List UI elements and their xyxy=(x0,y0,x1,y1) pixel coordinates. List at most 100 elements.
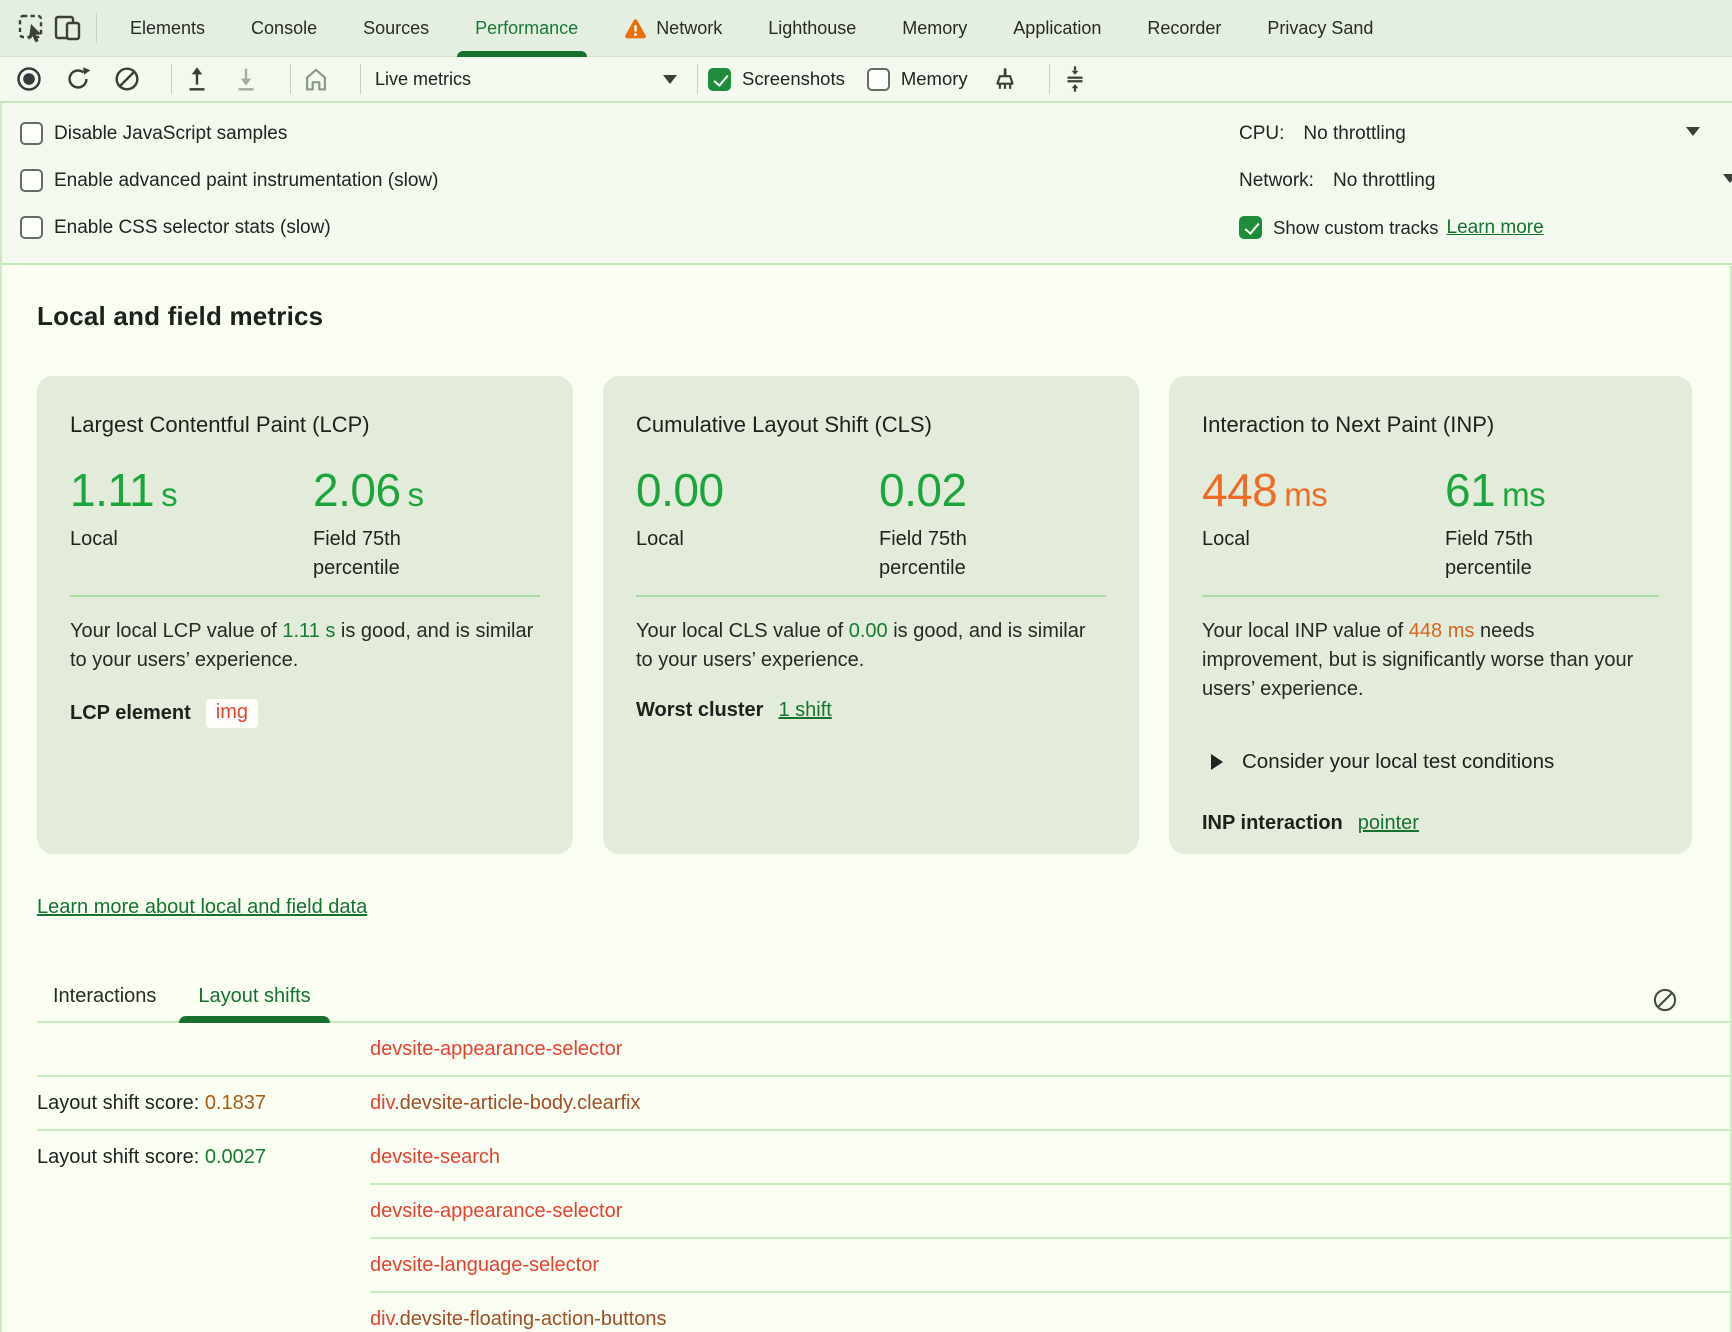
screenshots-checkbox[interactable] xyxy=(708,67,731,91)
device-toolbar-icon[interactable] xyxy=(50,10,86,46)
toolbar-separator xyxy=(290,64,291,94)
chevron-down-icon xyxy=(1723,174,1732,183)
memory-checkbox[interactable] xyxy=(866,67,890,91)
inspect-element-icon[interactable] xyxy=(14,10,50,46)
inp-card-title: Interaction to Next Paint (INP) xyxy=(1202,412,1495,437)
capture-settings-pane: Disable JavaScript samples Enable advanc… xyxy=(0,101,1732,265)
tab-performance[interactable]: Performance xyxy=(452,0,601,57)
toolbar-separator xyxy=(360,64,361,94)
tab-layout-shifts[interactable]: Layout shifts xyxy=(179,985,331,1023)
card-divider xyxy=(1202,594,1659,597)
clear-icon[interactable] xyxy=(112,63,142,95)
layout-shift-score: 0.1837 xyxy=(204,1091,267,1114)
layout-shift-score: 0.0027 xyxy=(204,1145,267,1168)
node-link[interactable]: devsite-search xyxy=(370,1145,501,1168)
worst-cluster-link[interactable]: 1 shift xyxy=(778,698,832,721)
cls-local-value: 0.00 xyxy=(636,464,724,516)
lcp-element-label: LCP element xyxy=(70,701,191,724)
tab-privacy-sandbox[interactable]: Privacy Sand xyxy=(1267,17,1374,38)
lcp-card-title: Largest Contentful Paint (LCP) xyxy=(70,412,370,437)
memory-label[interactable]: Memory xyxy=(900,68,968,89)
throttling-column: CPU: No throttling Network: No throttlin… xyxy=(1239,110,1732,251)
lcp-field-label: Field 75th percentile xyxy=(313,527,401,579)
inp-card: Interaction to Next Paint (INP) 448 ms Lo… xyxy=(1169,376,1692,854)
custom-tracks-learn-more-link[interactable]: Learn more xyxy=(1446,216,1544,238)
inp-local-value: 448 ms xyxy=(1202,464,1328,516)
chevron-down-icon xyxy=(663,74,677,84)
worst-cluster-label: Worst cluster xyxy=(636,698,764,721)
cls-local-column: 0.00 Local xyxy=(636,464,879,583)
layout-shift-row: devsite-appearance-selector xyxy=(37,1185,1732,1237)
warning-icon xyxy=(624,18,647,39)
row-divider xyxy=(370,1183,1732,1185)
inp-interaction-link[interactable]: pointer xyxy=(1357,811,1419,834)
tab-console[interactable]: Console xyxy=(251,17,318,38)
panel-left-border xyxy=(0,102,2,1332)
tab-network[interactable]: Network xyxy=(601,0,745,57)
load-profile-icon[interactable] xyxy=(182,63,212,95)
compress-tracks-icon[interactable] xyxy=(1060,63,1090,95)
disable-js-samples-checkbox[interactable] xyxy=(20,122,43,145)
collect-garbage-icon[interactable] xyxy=(990,63,1020,95)
node-link[interactable]: devsite-language-selector xyxy=(370,1253,600,1276)
lcp-card: Largest Contentful Paint (LCP) 1.11 s Loc… xyxy=(37,376,573,854)
lcp-local-label: Local xyxy=(70,527,118,550)
inp-field-value: 61 ms xyxy=(1445,464,1546,516)
custom-tracks-checkbox[interactable] xyxy=(1239,216,1262,239)
cls-card-title: Cumulative Layout Shift (CLS) xyxy=(636,412,932,437)
row-divider xyxy=(37,1129,1732,1131)
log-tab-bar: Interactions Layout shifts xyxy=(37,979,1732,1023)
tab-lighthouse[interactable]: Lighthouse xyxy=(768,17,857,38)
tab-interactions[interactable]: Interactions xyxy=(53,985,157,1007)
tab-memory[interactable]: Memory xyxy=(902,17,968,38)
network-value: No throttling xyxy=(1332,169,1436,191)
toolbar-separator xyxy=(96,13,97,43)
custom-tracks-label[interactable]: Show custom tracks xyxy=(1273,216,1439,238)
tab-recorder[interactable]: Recorder xyxy=(1147,17,1222,38)
row-divider xyxy=(370,1237,1732,1239)
metric-cards: Largest Contentful Paint (LCP) 1.11 s Loc… xyxy=(37,376,1692,854)
tab-application[interactable]: Application xyxy=(1013,17,1102,38)
panel-right-border xyxy=(1730,266,1732,1332)
tab-sources[interactable]: Sources xyxy=(363,17,430,38)
inp-field-label: Field 75th percentile xyxy=(1445,527,1533,579)
network-throttling-select[interactable]: Network: No throttling xyxy=(1239,157,1732,204)
cls-local-label: Local xyxy=(636,527,684,550)
screenshots-label[interactable]: Screenshots xyxy=(742,68,845,89)
cpu-throttling-select[interactable]: CPU: No throttling xyxy=(1239,110,1732,157)
learn-more-field-data-link[interactable]: Learn more about local and field data xyxy=(37,896,368,918)
css-selector-stats-label[interactable]: Enable CSS selector stats (slow) xyxy=(54,216,331,238)
lcp-element-node-link[interactable]: img xyxy=(205,698,259,728)
save-profile-icon[interactable] xyxy=(231,63,261,95)
local-test-conditions-disclosure[interactable]: Consider your local test conditions xyxy=(1202,750,1659,774)
layout-shift-row: devsite-language-selector xyxy=(37,1239,1732,1291)
layout-shift-row: devsite-appearance-selector xyxy=(37,1023,1732,1075)
node-link[interactable]: devsite-appearance-selector xyxy=(370,1037,623,1060)
inp-local-column: 448 ms Local xyxy=(1202,464,1445,583)
lcp-local-value: 1.11 s xyxy=(70,464,178,516)
node-link[interactable]: div.devsite-floating-action-buttons xyxy=(370,1307,667,1330)
node-link[interactable]: div.devsite-article-body.clearfix xyxy=(370,1091,641,1114)
history-mode-select[interactable]: Live metrics xyxy=(375,69,677,90)
live-metrics-log: Interactions Layout shifts devsite-appea… xyxy=(37,979,1732,1332)
setting-row-css-selector-stats: Enable CSS selector stats (slow) xyxy=(0,204,1732,251)
tab-elements[interactable]: Elements xyxy=(130,17,206,38)
custom-tracks-row: Show custom tracks Learn more xyxy=(1239,204,1732,251)
toolbar-separator xyxy=(1048,64,1050,94)
home-icon[interactable] xyxy=(301,63,331,95)
node-link[interactable]: devsite-appearance-selector xyxy=(370,1199,623,1222)
cls-description: Your local CLS value of 0.00 is good, an… xyxy=(636,619,1086,671)
disable-js-samples-label[interactable]: Disable JavaScript samples xyxy=(54,122,288,144)
cpu-label: CPU: xyxy=(1239,122,1285,144)
disclosure-label: Consider your local test conditions xyxy=(1242,749,1555,773)
css-selector-stats-checkbox[interactable] xyxy=(20,216,43,239)
card-divider xyxy=(636,594,1106,597)
row-divider xyxy=(370,1291,1732,1293)
advanced-paint-checkbox[interactable] xyxy=(20,169,43,192)
reload-record-icon[interactable] xyxy=(63,63,93,95)
card-divider xyxy=(70,594,540,597)
record-icon[interactable] xyxy=(14,63,44,95)
clear-log-icon[interactable] xyxy=(1650,985,1680,1015)
lcp-local-column: 1.11 s Local xyxy=(70,464,313,583)
advanced-paint-label[interactable]: Enable advanced paint instrumentation (s… xyxy=(54,169,439,191)
